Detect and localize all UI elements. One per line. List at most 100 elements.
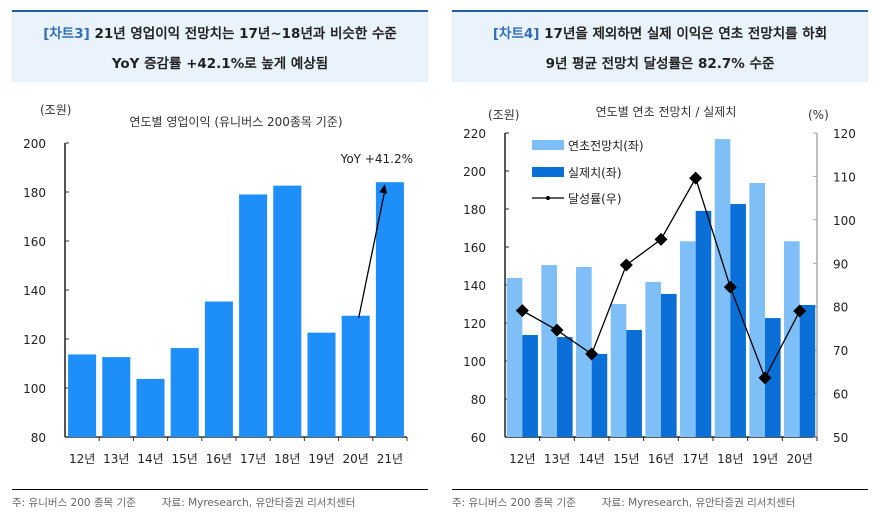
y-tick-label-right: 70 (833, 344, 848, 358)
x-tick-label: 12년 (69, 452, 95, 466)
x-tick-label: 20년 (343, 452, 369, 466)
achievement-marker (550, 323, 564, 337)
bar-forecast (749, 182, 765, 437)
y-tick-label: 180 (23, 186, 46, 200)
chart3-footer-rule (12, 489, 428, 490)
x-tick-label: 18년 (274, 452, 300, 466)
y-tick-label-left: 200 (463, 165, 486, 179)
y-tick-label: 200 (23, 137, 46, 151)
y-tick-label-left: 120 (463, 317, 486, 331)
x-tick-label: 13년 (544, 452, 570, 466)
chart3-source: 자료: Myresearch, 유안타증권 리서치센터 (161, 497, 356, 509)
chart4-panel: [차트4] 17년을 제외하면 실제 이익은 연초 전망치를 하회 9년 평균 … (452, 0, 878, 527)
achievement-marker (758, 371, 772, 385)
bar-forecast (645, 281, 661, 437)
bar-forecast (576, 266, 592, 437)
x-tick-label: 13년 (103, 452, 129, 466)
bar (170, 348, 199, 437)
y-tick-label: 160 (23, 235, 46, 249)
legend-label-forecast: 연초전망치(좌) (568, 139, 644, 153)
x-tick-label: 17년 (240, 452, 266, 466)
achievement-marker (689, 171, 703, 185)
bar-forecast (541, 265, 557, 437)
x-tick-label: 16년 (206, 452, 232, 466)
chart3-subheadline: YoY 증감률 +42.1%로 높게 예상됨 (111, 56, 329, 72)
bar (341, 315, 370, 437)
bar-forecast (610, 304, 627, 437)
chart3-tag: [차트3] (43, 26, 90, 42)
y-tick-label-left: 80 (471, 393, 486, 407)
bar (239, 194, 268, 437)
y-tick-label-left: 60 (471, 431, 486, 445)
annotation-label: YoY +41.2% (340, 152, 413, 166)
annotation-arrow-line (358, 190, 386, 318)
x-tick-label: 20년 (787, 452, 813, 466)
chart-title: 연도별 연초 전망치 / 실제치 (596, 105, 737, 119)
chart3-svg: (조원) 연도별 영업이익 (유니버스 200종목 기준) 80 100 120 140 1… (23, 103, 413, 466)
bar-forecast (714, 139, 731, 437)
achievement-marker (619, 258, 633, 272)
bar (375, 182, 404, 437)
bar-actual (591, 353, 608, 437)
x-tick-label: 14년 (137, 452, 163, 466)
legend-label-actual: 실제치(좌) (568, 166, 622, 180)
y-tick-label-right: 100 (833, 214, 856, 228)
bar-forecast (680, 241, 696, 437)
annotation-arrowhead (379, 184, 388, 194)
bar-actual (557, 337, 573, 437)
x-tick-label: 19년 (308, 452, 334, 466)
chart3-headline: 21년 영업이익 전망치는 17년~18년과 비슷한 수준 (94, 26, 397, 42)
x-tick-label: 18년 (717, 452, 743, 466)
chart3-note: 주: 유니버스 200 종목 기준 (12, 497, 136, 509)
bar (273, 185, 302, 437)
chart4-subheadline: 9년 평균 전망치 달성률은 82.7% 수준 (545, 56, 775, 72)
y-tick-label-right: 60 (833, 388, 848, 402)
bar-forecast (506, 277, 523, 437)
x-tick-label: 14년 (579, 452, 605, 466)
achievement-marker (515, 304, 529, 318)
y-tick-label: 120 (23, 333, 46, 347)
legend-swatch-marker (546, 196, 550, 200)
x-tick-label: 17년 (683, 452, 709, 466)
y-axis-unit: (조원) (40, 103, 71, 117)
bar-actual (765, 318, 781, 437)
x-tick-label: 15년 (172, 452, 198, 466)
y-tick-label: 140 (23, 284, 46, 298)
bar (68, 354, 97, 437)
chart4-svg: (조원) (%) 연도별 연초 전망치 / 실제치 60 80 100 120 140 160 1… (463, 105, 856, 466)
x-tick-label: 21년 (377, 452, 403, 466)
y-tick-label-right: 80 (833, 301, 848, 315)
bar (102, 357, 131, 437)
y-tick-label-right: 90 (833, 257, 848, 271)
y-tick-label-left: 140 (463, 279, 486, 293)
chart4-header: [차트4] 17년을 제외하면 실제 이익은 연초 전망치를 하회 9년 평균 … (452, 10, 868, 82)
chart4-source: 자료: Myresearch, 유안타증권 리서치센터 (601, 497, 796, 509)
y-axis-unit-left: (조원) (488, 108, 519, 122)
bar-actual (730, 204, 746, 437)
y-tick-label: 100 (23, 382, 46, 396)
x-tick-label: 12년 (509, 452, 535, 466)
y-axis-unit-right: (%) (808, 108, 829, 122)
achievement-marker (723, 280, 737, 294)
chart4-note: 주: 유니버스 200 종목 기준 (452, 497, 576, 509)
y-tick-label-left: 220 (463, 127, 486, 141)
bar-actual (661, 293, 677, 437)
achievement-marker (585, 347, 599, 361)
y-tick-label-left: 180 (463, 203, 486, 217)
bar-actual (522, 334, 538, 437)
y-tick-label-right: 120 (833, 127, 856, 141)
y-tick-label: 80 (31, 431, 46, 445)
bar (204, 301, 233, 437)
x-tick-label: 19년 (752, 452, 778, 466)
y-tick-label-right: 50 (833, 431, 848, 445)
chart4-footer-rule (452, 489, 868, 490)
legend-swatch-actual (532, 167, 564, 177)
bar-actual (799, 304, 816, 437)
legend-swatch-forecast (532, 140, 564, 150)
bar-forecast (784, 241, 800, 437)
y-tick-label-right: 110 (833, 170, 856, 184)
legend-label-line: 달성률(우) (568, 192, 622, 206)
bar-actual (695, 210, 712, 437)
chart3-header: [차트3] 21년 영업이익 전망치는 17년~18년과 비슷한 수준 YoY … (12, 10, 428, 82)
chart4-headline: 17년을 제외하면 실제 이익은 연초 전망치를 하회 (544, 26, 828, 42)
